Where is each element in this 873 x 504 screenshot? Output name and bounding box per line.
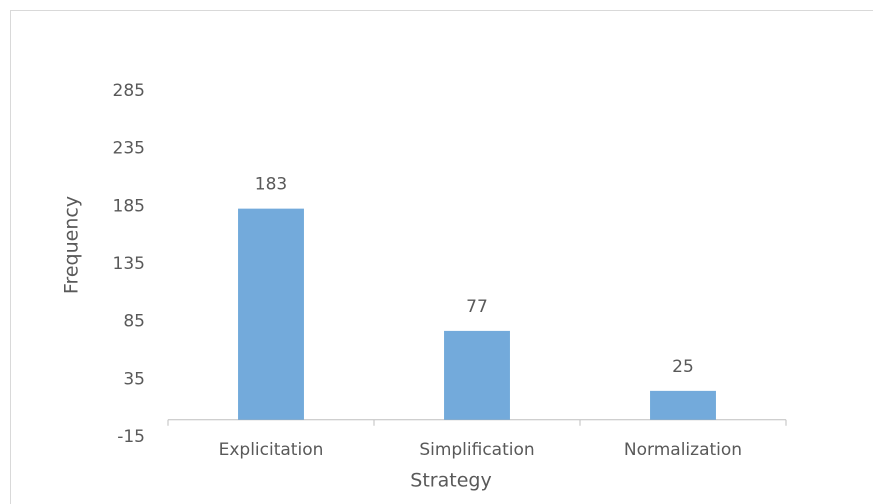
y-axis-title: Frequency bbox=[61, 196, 83, 294]
x-tick-label: Simplification bbox=[419, 440, 534, 460]
bar bbox=[444, 330, 510, 420]
y-tick-label: 285 bbox=[113, 81, 145, 101]
bar bbox=[650, 390, 716, 420]
x-tick-label: Normalization bbox=[624, 440, 742, 460]
x-tick-label: Explicitation bbox=[219, 440, 324, 460]
x-axis-title: Strategy bbox=[410, 470, 491, 492]
data-label: 77 bbox=[466, 297, 488, 317]
data-label: 25 bbox=[672, 357, 694, 377]
y-tick-label: 235 bbox=[113, 139, 145, 159]
y-tick-label: 85 bbox=[123, 312, 145, 332]
y-tick-label: 35 bbox=[123, 369, 145, 389]
y-tick-label: -15 bbox=[117, 427, 145, 447]
data-label: 183 bbox=[255, 175, 287, 195]
chart-border bbox=[10, 10, 873, 504]
y-tick-label: 185 bbox=[113, 196, 145, 216]
bar bbox=[238, 208, 304, 420]
y-tick-label: 135 bbox=[113, 254, 145, 274]
